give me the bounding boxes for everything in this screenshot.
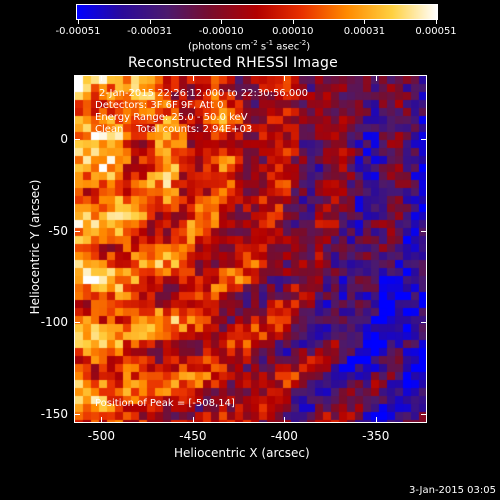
y-tick-right	[421, 413, 427, 415]
y-tick	[74, 139, 80, 141]
x-tick-top	[375, 75, 377, 81]
x-tick-label: -500	[87, 429, 116, 443]
x-tick-label: -350	[362, 429, 390, 443]
colorbar-tick-label: 0.00051	[415, 26, 457, 37]
y-tick-label: -50	[48, 223, 68, 238]
image-plot: 2-Jan-2015 22:26:12.000 to 22:30:56.000 …	[74, 75, 427, 423]
x-tick	[192, 417, 194, 423]
timestamp: 3-Jan-2015 03:05	[409, 485, 496, 496]
x-tick-label: -450	[179, 429, 207, 443]
y-tick	[74, 413, 80, 415]
colorbar-tick	[436, 20, 437, 24]
x-tick-label: -400	[270, 429, 298, 443]
energy-range-label: Energy Range: 25.0 - 50.0 keV	[95, 112, 248, 123]
colorbar-tick-label: 0.00031	[343, 26, 386, 37]
colorbar-tick-label: -0.00051	[55, 26, 101, 37]
colorbar-tick	[149, 20, 151, 24]
x-tick	[375, 417, 377, 423]
time-range-label: 2-Jan-2015 22:26:12.000 to 22:30:56.000	[99, 88, 308, 99]
detectors-label: Detectors: 3F 6F 9F, Att 0	[95, 100, 224, 111]
y-tick-right	[421, 322, 427, 324]
peak-position-label: Position of Peak = [-508,14]	[95, 398, 235, 409]
y-tick	[74, 230, 80, 232]
x-tick-top	[101, 75, 103, 81]
y-tick-right	[421, 230, 427, 232]
y-axis-title: Heliocentric Y (arcsec)	[28, 179, 42, 315]
y-tick-label: 0	[60, 132, 68, 147]
y-tick-label: -150	[40, 406, 68, 421]
colorbar	[76, 4, 438, 20]
colorbar-units: (photons cm-2 s-1 asec-2)	[188, 39, 311, 53]
x-tick	[101, 417, 103, 423]
rhessi-image-map	[75, 76, 426, 422]
clean-counts-label: Clean Total counts: 2.94E+03	[95, 124, 253, 135]
colorbar-tick-label: -0.00010	[198, 26, 244, 37]
x-tick-top	[192, 75, 194, 81]
y-tick	[74, 322, 80, 324]
y-tick-label: -100	[40, 315, 68, 330]
colorbar-tick-label: 0.00010	[272, 26, 314, 37]
colorbar-tick	[292, 20, 294, 24]
x-tick	[284, 417, 286, 423]
x-tick-top	[284, 75, 286, 81]
colorbar-tick-label: -0.00031	[127, 26, 173, 37]
plot-title: Reconstructed RHESSI Image	[128, 55, 338, 71]
x-axis-title: Heliocentric X (arcsec)	[174, 446, 310, 460]
colorbar-tick	[221, 20, 223, 24]
y-tick-right	[421, 139, 427, 141]
colorbar-tick	[364, 20, 366, 24]
colorbar-tick	[78, 20, 79, 24]
